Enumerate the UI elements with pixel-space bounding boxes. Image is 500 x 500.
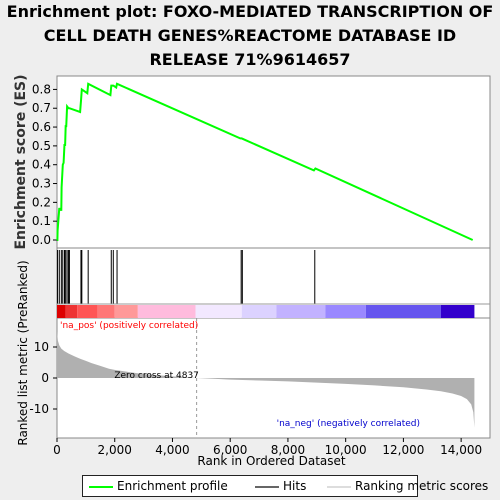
metric-y-tick-label: 0	[41, 371, 49, 385]
legend-label-profile: Enrichment profile	[117, 479, 228, 493]
color-bar-segment	[195, 305, 242, 318]
es-y-axis-label: Enrichment score (ES)	[13, 74, 29, 249]
es-y-tick-label: 0.1	[32, 214, 51, 228]
x-tick-label: 12,000	[382, 443, 424, 457]
es-y-tick-label: 0.0	[32, 233, 51, 247]
x-tick-label: 2,000	[98, 443, 132, 457]
ranking-metric-area	[57, 331, 475, 428]
legend-swatch-profile	[89, 486, 113, 488]
enrichment-profile-line	[56, 82, 474, 241]
metric-y-tick-label: -10	[29, 402, 49, 416]
color-bar-segment	[97, 305, 115, 318]
legend-swatch-metric	[327, 486, 351, 488]
positive-correlation-label: 'na_pos' (positively correlated)	[60, 321, 198, 331]
legend-label-metric: Ranking metric scores	[355, 479, 489, 493]
x-tick-label: 10,000	[325, 443, 367, 457]
x-tick-label: 4,000	[155, 443, 189, 457]
color-bar-segment	[65, 305, 78, 318]
legend-label-hits: Hits	[283, 479, 307, 493]
x-tick-label: 0	[53, 443, 61, 457]
chart-title-line-2: CELL DEATH GENES%REACTOME DATABASE ID	[43, 26, 457, 45]
color-bar-segment	[365, 305, 441, 318]
x-tick-label: 8,000	[271, 443, 305, 457]
x-tick-label: 6,000	[213, 443, 247, 457]
x-tick-label: 14,000	[440, 443, 482, 457]
color-bar-segment	[137, 305, 196, 318]
metric-y-axis-label: Ranked list metric (PreRanked)	[16, 260, 30, 445]
es-y-tick-label: 0.8	[32, 82, 51, 96]
metric-y-tick-label: 10	[34, 340, 49, 354]
zero-cross-label: Zero cross at 4837	[114, 371, 199, 381]
es-y-tick-label: 0.4	[32, 158, 51, 172]
negative-correlation-label: 'na_neg' (negatively correlated)	[277, 419, 420, 429]
x-axis-label: Rank in Ordered Dataset	[197, 454, 345, 468]
chart-title-line-1: Enrichment plot: FOXO-MEDIATED TRANSCRIP…	[6, 2, 494, 21]
color-bar-segment	[77, 305, 98, 318]
es-y-tick-label: 0.2	[32, 195, 51, 209]
color-bar-segment	[440, 305, 475, 318]
chart-title-line-3: RELEASE 71%9614657	[149, 50, 351, 69]
color-bar-segment	[241, 305, 277, 318]
es-y-tick-label: 0.7	[32, 101, 51, 115]
color-bar-segment	[57, 305, 66, 318]
es-panel	[56, 75, 491, 249]
color-bar-segment	[325, 305, 366, 318]
legend: Enrichment profile Hits Ranking metric s…	[82, 475, 488, 497]
legend-swatch-hits	[255, 486, 279, 488]
color-bar-segment	[276, 305, 326, 318]
es-y-tick-label: 0.6	[32, 120, 51, 134]
es-y-tick-label: 0.5	[32, 139, 51, 153]
es-y-tick-label: 0.3	[32, 177, 51, 191]
color-bar-segment	[114, 305, 138, 318]
